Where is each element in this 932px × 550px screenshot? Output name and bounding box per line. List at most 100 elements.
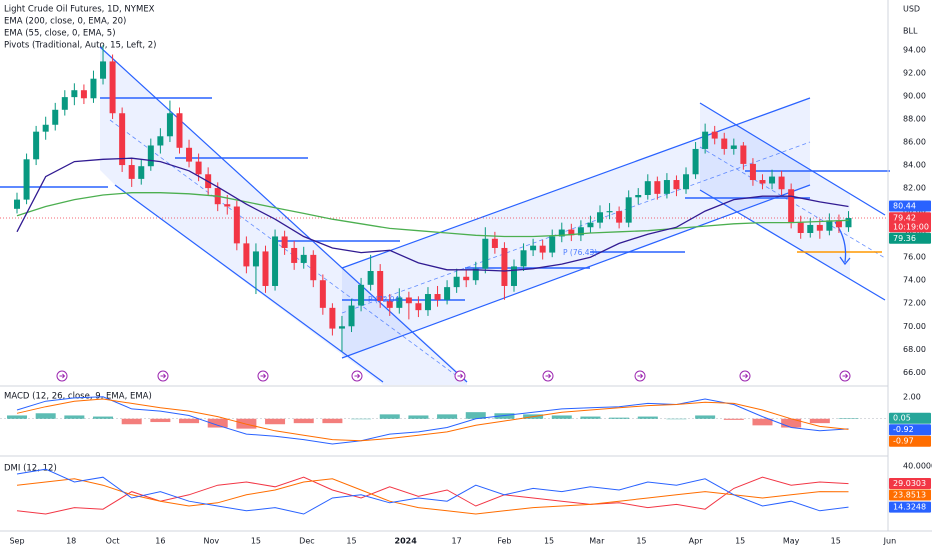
candle-body <box>453 276 460 288</box>
histogram-bar <box>121 418 142 425</box>
dmi-line <box>16 478 849 515</box>
price-label-box <box>889 412 931 424</box>
histogram-bar <box>207 418 228 428</box>
candle-body <box>90 78 97 99</box>
channel-line <box>341 184 811 359</box>
event-icon-glyph <box>842 373 849 379</box>
price-label: 29.0303 <box>893 479 926 488</box>
y-tick-label: 90.00 <box>903 91 926 100</box>
price-label-box <box>889 424 931 436</box>
event-icon-glyph <box>260 373 267 379</box>
pivot-label: P (72.04) <box>368 295 402 304</box>
candle-body <box>377 271 384 301</box>
x-tick-label: Nov <box>204 537 220 546</box>
candle-body <box>147 145 154 167</box>
candle-body <box>424 294 431 311</box>
candle-body <box>606 211 613 213</box>
channel-line <box>99 46 468 383</box>
histogram-bar <box>293 418 314 424</box>
price-label-box <box>889 501 931 513</box>
candle-body <box>252 251 259 267</box>
y-tick-label: 40.0000 <box>903 462 932 471</box>
x-tick-label: 15 <box>735 537 745 546</box>
histogram-bar <box>695 415 716 419</box>
candle-body <box>845 218 852 228</box>
candle-body <box>195 161 202 175</box>
candle-body <box>816 224 823 231</box>
price-label-box <box>889 212 931 233</box>
candle-body <box>644 181 651 195</box>
ema-line <box>16 192 849 238</box>
event-icon-glyph <box>59 373 66 379</box>
y-tick-label: 66.00 <box>903 368 926 377</box>
candle-body <box>797 222 804 233</box>
indicator-label: DMI (12, 12) <box>4 464 57 474</box>
candle-body <box>42 124 49 132</box>
candle-body <box>61 97 68 110</box>
histogram-bar <box>265 418 286 425</box>
y-tick-label: 92.00 <box>903 68 926 77</box>
candle-body <box>262 251 269 286</box>
candle-body <box>472 268 479 281</box>
candle-body <box>157 136 164 146</box>
x-tick-label: 18 <box>66 537 76 546</box>
histogram-bar <box>35 413 56 419</box>
candle-body <box>549 236 556 253</box>
x-tick-label: 15 <box>346 537 356 546</box>
candle-body <box>23 159 30 200</box>
y-tick-label: 94.00 <box>903 45 926 54</box>
y-tick-label: 2.00 <box>903 392 921 401</box>
candle-body <box>224 204 231 207</box>
x-tick-label: Dec <box>299 537 314 546</box>
candle-body <box>348 305 355 327</box>
candle-body <box>243 243 250 267</box>
price-label-box <box>889 200 931 212</box>
candle-body <box>616 211 623 223</box>
candle-body <box>530 245 537 251</box>
price-label: 0.05 <box>893 414 911 423</box>
candle-body <box>663 180 670 194</box>
candle-body <box>711 131 718 139</box>
histogram-bar <box>637 416 658 419</box>
candle-body <box>702 131 709 149</box>
candle-body <box>319 280 326 308</box>
candle-body <box>233 206 240 244</box>
candle-body <box>444 287 451 300</box>
candle-body <box>510 266 517 286</box>
indicator-label: Pivots (Traditional, Auto, 15, Left, 2) <box>4 41 156 51</box>
macd-line <box>16 398 849 442</box>
histogram-bar <box>723 418 744 420</box>
histogram-bar <box>494 413 515 419</box>
ema-line <box>16 157 849 272</box>
histogram-bar <box>179 418 200 424</box>
event-icon-glyph <box>742 373 749 379</box>
candle-body <box>635 195 642 198</box>
arrow-head <box>839 256 851 266</box>
histogram-bar <box>437 414 458 419</box>
price-label-box <box>889 489 931 501</box>
histogram-bar <box>465 412 486 419</box>
candle-body <box>835 220 842 228</box>
price-label: 79.36 <box>893 234 916 243</box>
histogram-bar <box>351 418 372 420</box>
candle-body <box>788 189 795 223</box>
histogram-bar <box>609 417 630 419</box>
channel-line <box>699 189 886 301</box>
candle-body <box>539 245 546 253</box>
x-tick-label: Feb <box>497 537 511 546</box>
candle-body <box>386 300 393 308</box>
candle-body <box>558 229 565 237</box>
indicator-label: EMA (200, close, 0, EMA, 20) <box>4 17 126 27</box>
histogram-bar <box>379 414 400 419</box>
candle-body <box>52 109 59 125</box>
candle-body <box>338 326 345 329</box>
macd-line <box>16 396 849 445</box>
y-tick-label: 74.00 <box>903 276 926 285</box>
unit-label: BLL <box>903 27 918 36</box>
candle-body <box>415 303 422 311</box>
pivot-label: P (76.43) <box>563 248 597 257</box>
x-tick-label: Sep <box>9 537 24 546</box>
candle-body <box>329 307 336 329</box>
event-icon-glyph <box>545 373 552 379</box>
x-tick-label: Mar <box>589 537 605 546</box>
